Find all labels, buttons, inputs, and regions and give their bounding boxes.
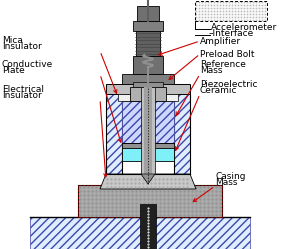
Bar <box>130 87 166 101</box>
Bar <box>136 31 160 56</box>
Bar <box>133 82 163 87</box>
Bar <box>133 56 163 74</box>
Text: Mass: Mass <box>200 66 222 75</box>
Polygon shape <box>100 174 196 189</box>
Text: –Interface: –Interface <box>209 28 254 38</box>
Text: Reference: Reference <box>200 60 246 69</box>
Text: Amplifier: Amplifier <box>200 37 241 46</box>
Bar <box>144 87 152 174</box>
Text: Ceramic: Ceramic <box>200 86 238 95</box>
Bar <box>118 94 178 101</box>
Text: Conductive: Conductive <box>2 60 53 69</box>
Text: Casing: Casing <box>215 172 246 181</box>
Bar <box>78 185 222 217</box>
Bar <box>174 94 190 174</box>
Polygon shape <box>141 174 155 184</box>
Bar <box>195 1 267 21</box>
Text: Insulator: Insulator <box>2 91 42 100</box>
Bar <box>133 21 163 31</box>
Text: Plate: Plate <box>2 66 25 75</box>
Text: Preload Bolt: Preload Bolt <box>200 50 255 59</box>
Text: Insulator: Insulator <box>2 42 42 51</box>
Bar <box>122 148 174 161</box>
Bar <box>137 6 159 21</box>
Bar <box>106 94 122 174</box>
Text: Accelerometer: Accelerometer <box>211 22 277 32</box>
Bar <box>78 185 222 217</box>
Bar <box>122 143 174 148</box>
Bar <box>122 74 174 84</box>
Bar <box>141 87 155 174</box>
Bar <box>122 101 174 143</box>
Text: Mass: Mass <box>215 178 238 187</box>
Bar <box>140 204 156 249</box>
Text: Electrical: Electrical <box>2 85 44 94</box>
Bar <box>30 217 250 249</box>
Text: Piezoelectric: Piezoelectric <box>200 80 257 89</box>
Bar <box>106 84 190 94</box>
Text: Mica: Mica <box>2 36 23 45</box>
